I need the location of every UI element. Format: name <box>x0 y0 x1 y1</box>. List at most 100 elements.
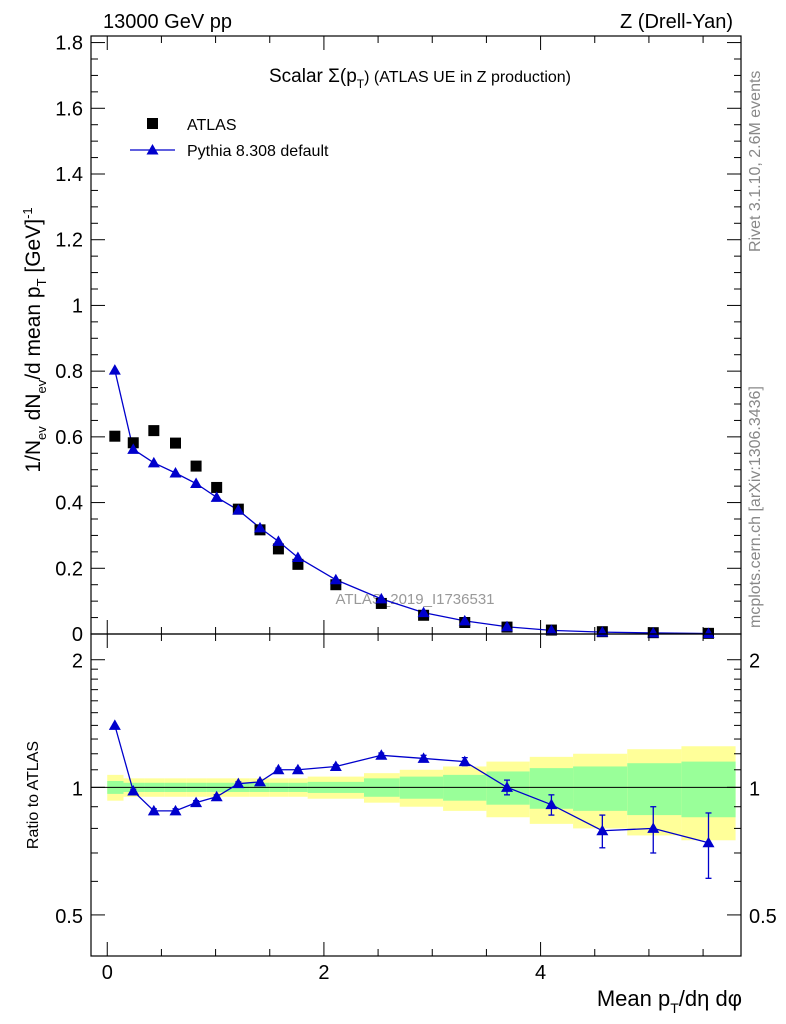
ratio-y-tick-label: 0.5 <box>55 906 83 928</box>
ylabel-part-2: dN <box>22 394 45 427</box>
ratio-y-tick-label-right: 1 <box>749 778 760 800</box>
ratio-y-tick-label-right: 2 <box>749 651 760 673</box>
ylabel-part-1: ev <box>34 426 49 440</box>
pythia-point <box>190 477 203 489</box>
main-y-tick-label: 1.4 <box>55 164 83 186</box>
pythia-point <box>254 521 266 533</box>
ratio-point <box>169 804 182 816</box>
xlabel-part-2: /dη dφ <box>679 986 742 1011</box>
ratio-point <box>458 755 471 767</box>
main-plot-panel: 0 0.2 0.4 0.6 0.8 1 1.2 1.4 1.6 1.8 ATLAS_2019_I1… <box>20 33 742 646</box>
ratio-y-tick-labels-right: 0.5 1 2 <box>749 651 777 928</box>
plot-title: Scalar Σ(pT) (ATLAS UE in Z production) <box>269 66 571 91</box>
pythia-point <box>329 573 342 585</box>
atlas-data-point <box>127 437 139 449</box>
ratio-point <box>501 781 513 792</box>
ratio-y-tick-label-right: 0.5 <box>749 906 777 928</box>
pythia-point <box>147 456 160 468</box>
pythia-point <box>458 614 471 626</box>
ratio-point <box>702 836 715 848</box>
mcplots-label: mcplots.cern.ch [arXiv:1306.3436] <box>747 386 764 628</box>
ratio-point <box>210 790 223 802</box>
ratio-y-tick-label: 1 <box>72 778 83 800</box>
pythia-point <box>291 551 304 562</box>
header-left: 13000 GeV pp <box>103 11 232 33</box>
legend-label-atlas: ATLAS <box>187 117 237 134</box>
main-y-tick-label: 1.2 <box>55 230 83 252</box>
ratio-point <box>108 719 121 730</box>
header-right: Z (Drell-Yan) <box>620 11 733 33</box>
main-y-tick-label: 0.4 <box>55 493 83 515</box>
x-tick-label: 4 <box>535 962 546 984</box>
ylabel-part-6: [GeV] <box>22 219 45 279</box>
ratio-axis-ticks <box>91 634 741 956</box>
main-y-tick-label: 1.8 <box>55 33 83 55</box>
ratio-point <box>272 763 285 775</box>
ratio-y-tick-labels: 0.5 1 2 <box>55 651 83 928</box>
atlas-data-point <box>375 597 387 609</box>
ylabel-part-3: ev <box>34 379 49 393</box>
main-y-tick-label: 1 <box>72 295 83 317</box>
analysis-watermark: ATLAS_2019_I1736531 <box>335 591 494 608</box>
plot-title-tail: ) (ATLAS UE in Z production) <box>364 69 571 86</box>
legend-label-pythia: Pythia 8.308 default <box>187 143 329 160</box>
ratio-point <box>254 775 266 787</box>
ratio-plot-panel: 0.5 1 2 0.5 1 2 0 2 4 Ratio to ATLAS Mean pT/d… <box>25 633 777 1016</box>
atlas-data-point <box>211 481 223 493</box>
ratio-y-tick-label: 2 <box>72 651 83 673</box>
ratio-point <box>291 763 304 775</box>
ratio-point <box>329 760 342 771</box>
pythia-point <box>702 627 715 639</box>
ratio-point <box>190 796 203 808</box>
pythia-point <box>232 504 245 515</box>
legend: ATLAS Pythia 8.308 default <box>130 117 329 160</box>
ratio-band-inner <box>573 766 628 811</box>
ratio-point <box>147 804 160 816</box>
pythia-point <box>545 624 558 635</box>
atlas-data-point <box>109 430 121 442</box>
ylabel-part-0: 1/N <box>22 440 45 473</box>
rivet-label: Rivet 3.1.10, 2.6M events <box>747 71 764 252</box>
pythia-point <box>375 592 388 604</box>
main-series <box>108 364 715 639</box>
main-axis-ticks <box>91 36 741 635</box>
x-tick-label: 0 <box>102 962 113 984</box>
pythia-point <box>127 443 140 454</box>
atlas-data-point <box>190 460 202 472</box>
plot-title-main: Scalar Σ(p <box>269 66 357 87</box>
main-y-axis-label: 1/Nev dNev/d mean pT [GeV]-1 <box>20 207 49 472</box>
x-axis-label: Mean pT/dη dφ <box>597 986 742 1016</box>
ratio-point <box>545 798 558 810</box>
pythia-point <box>210 491 223 502</box>
ratio-y-axis-label: Ratio to ATLAS <box>25 741 42 849</box>
plot-title-sub: T <box>357 77 365 91</box>
atlas-data-point <box>148 425 160 437</box>
ylabel-part-5: T <box>34 278 49 286</box>
ratio-x-tick-labels: 0 2 4 <box>102 962 546 984</box>
ratio-point <box>375 749 388 760</box>
main-y-tick-labels: 0 0.2 0.4 0.6 0.8 1 1.2 1.4 1.6 1.8 <box>55 33 83 646</box>
xlabel-part-1: T <box>670 1000 679 1016</box>
atlas-data-point <box>272 543 284 555</box>
main-y-tick-label: 0.6 <box>55 427 83 449</box>
legend-marker-pythia <box>146 144 159 155</box>
ratio-band-inner <box>681 761 736 818</box>
main-y-tick-label: 0.8 <box>55 361 83 383</box>
pythia-point <box>647 626 660 638</box>
xlabel-part-0: Mean p <box>597 986 670 1011</box>
x-tick-label: 2 <box>318 962 329 984</box>
ratio-point <box>417 752 430 763</box>
atlas-data-point <box>292 558 304 570</box>
legend-marker-atlas <box>147 118 158 129</box>
ratio-point <box>232 777 245 789</box>
ratio-series <box>108 719 715 879</box>
atlas-data-point <box>330 579 342 591</box>
ratio-point <box>647 822 660 833</box>
pythia-point <box>417 606 430 618</box>
pythia-point <box>501 620 513 632</box>
main-y-tick-label: 1.6 <box>55 98 83 120</box>
ratio-point <box>596 824 609 836</box>
atlas-data-point <box>170 437 181 449</box>
ratio-frame <box>90 633 742 957</box>
